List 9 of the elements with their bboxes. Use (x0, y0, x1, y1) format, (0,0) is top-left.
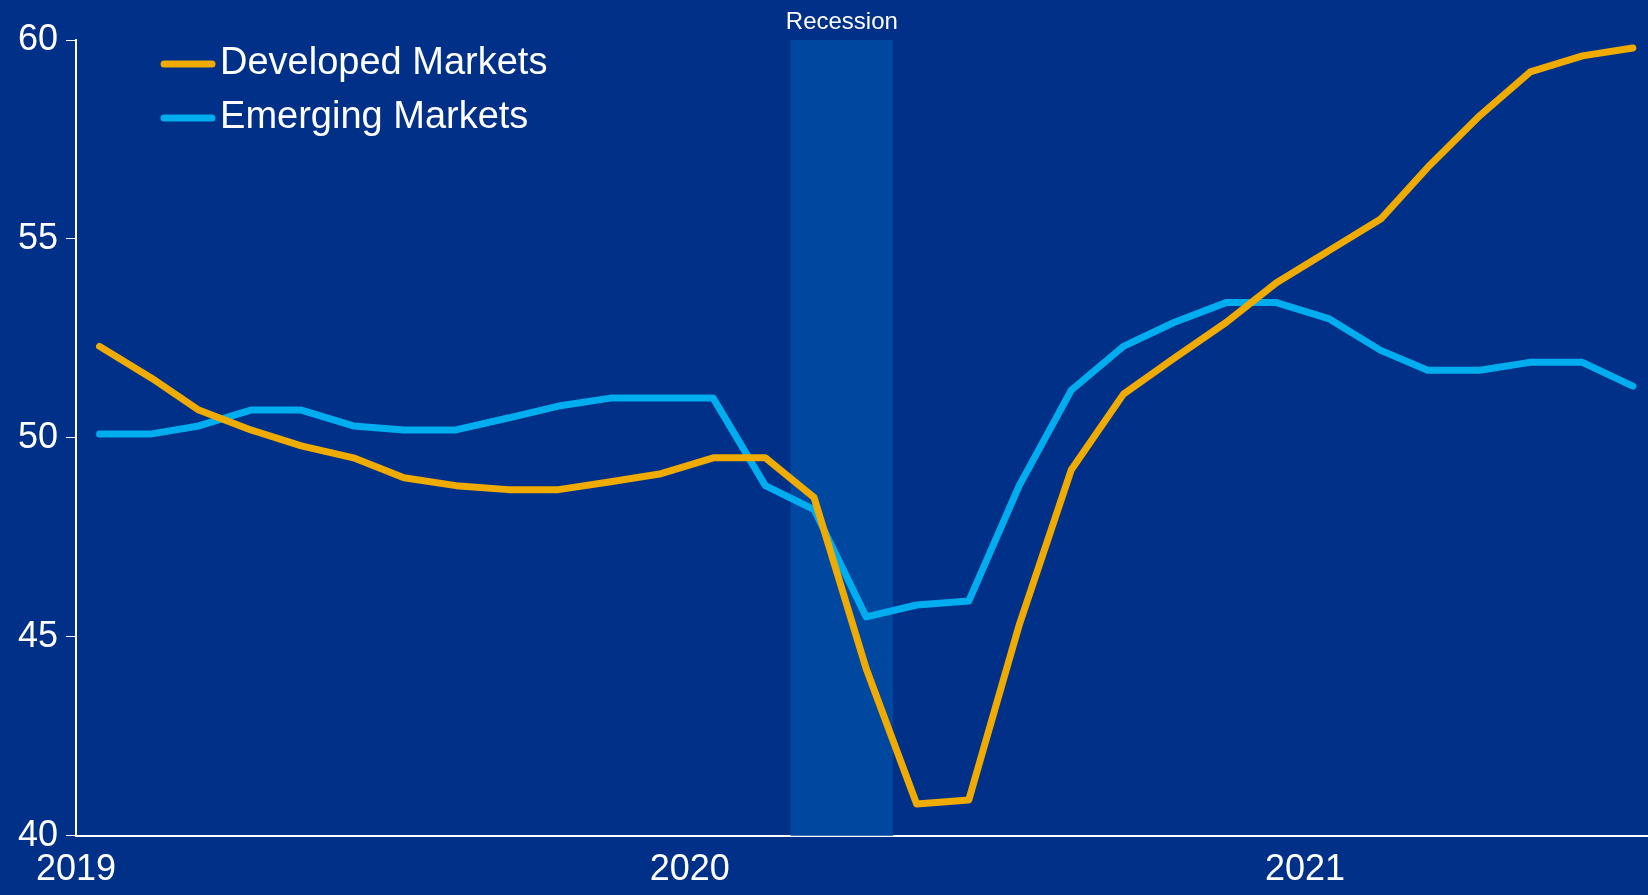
y-tick-label: 55 (18, 215, 59, 257)
band-label: Recession (785, 6, 898, 34)
legend-label: Emerging Markets (220, 94, 529, 137)
x-tick-label: 2021 (1264, 847, 1346, 889)
legend-label: Developed Markets (220, 40, 548, 83)
y-tick-label: 60 (18, 16, 59, 58)
y-tick-label: 45 (18, 613, 59, 655)
y-tick-label: 50 (18, 414, 59, 456)
x-tick-label: 2020 (649, 847, 730, 889)
